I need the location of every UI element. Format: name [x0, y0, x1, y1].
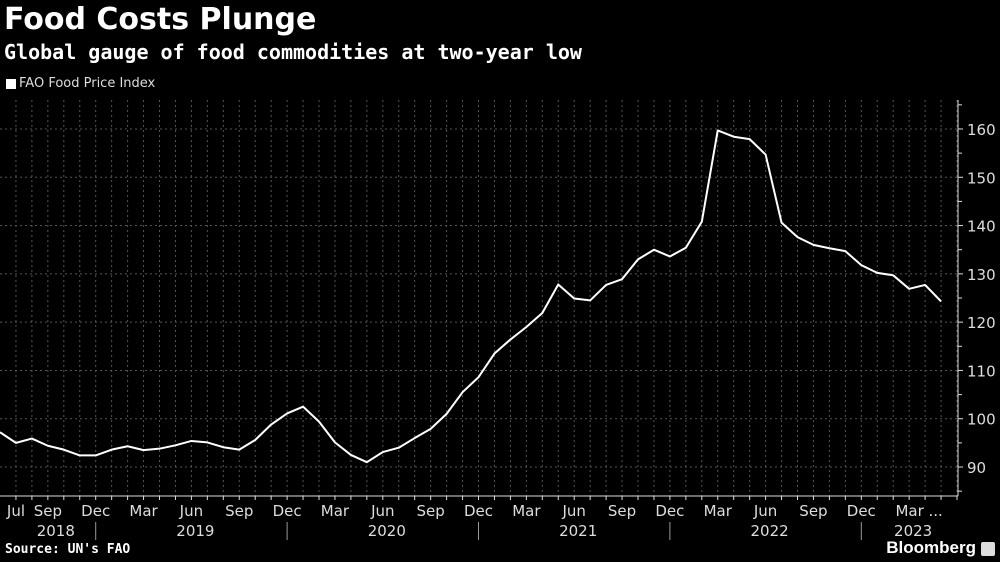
x-year-label: 2023: [894, 522, 932, 540]
y-tick-label: 160: [967, 121, 996, 139]
y-tick-label: 110: [967, 362, 996, 380]
x-tick-label: Sep: [799, 502, 827, 520]
x-tick-label: Jul: [6, 502, 25, 520]
series-line-fao-food-price-index: [0, 129, 942, 464]
y-tick-label: 150: [967, 169, 996, 187]
x-tick-label: Jun: [561, 502, 585, 520]
x-tick-label: Mar: [704, 502, 733, 520]
x-tick-label: Dec: [655, 502, 684, 520]
x-tick-label: Mar: [512, 502, 541, 520]
chart-title: Food Costs Plunge: [4, 2, 317, 37]
x-tick-label: Mar: [129, 502, 158, 520]
x-tick-label: Sep: [34, 502, 62, 520]
x-tick-label: Jun: [370, 502, 394, 520]
y-tick-label: 140: [967, 218, 996, 236]
x-tick-label: Mar: [321, 502, 350, 520]
x-tick-label: Sep: [225, 502, 253, 520]
y-tick-label: 120: [967, 314, 996, 332]
bloomberg-chart-icon: [981, 542, 995, 556]
x-tick-label: Jun: [179, 502, 203, 520]
y-tick-label: 100: [967, 411, 996, 429]
x-tick-label: Mar ...: [895, 502, 942, 520]
x-tick-label: Sep: [417, 502, 445, 520]
x-year-label: 2021: [559, 522, 597, 540]
source-note: Source: UN's FAO: [5, 542, 131, 557]
x-tick-label: Dec: [847, 502, 876, 520]
x-tick-label: Sep: [608, 502, 636, 520]
x-tick-label: Dec: [464, 502, 493, 520]
legend-label: FAO Food Price Index: [19, 76, 156, 91]
bloomberg-logo: Bloomberg: [886, 538, 976, 557]
x-year-label: 2018: [37, 522, 75, 540]
x-tick-label: Dec: [273, 502, 302, 520]
x-tick-label: Dec: [81, 502, 110, 520]
x-year-label: 2020: [368, 522, 406, 540]
x-tick-label: Jun: [753, 502, 777, 520]
x-year-label: 2022: [750, 522, 788, 540]
y-tick-label: 90: [967, 459, 986, 477]
legend: FAO Food Price Index: [6, 76, 155, 91]
legend-swatch: [6, 78, 16, 89]
chart-subtitle: Global gauge of food commodities at two-…: [4, 40, 582, 64]
y-tick-label: 130: [967, 266, 996, 284]
x-year-label: 2019: [176, 522, 214, 540]
